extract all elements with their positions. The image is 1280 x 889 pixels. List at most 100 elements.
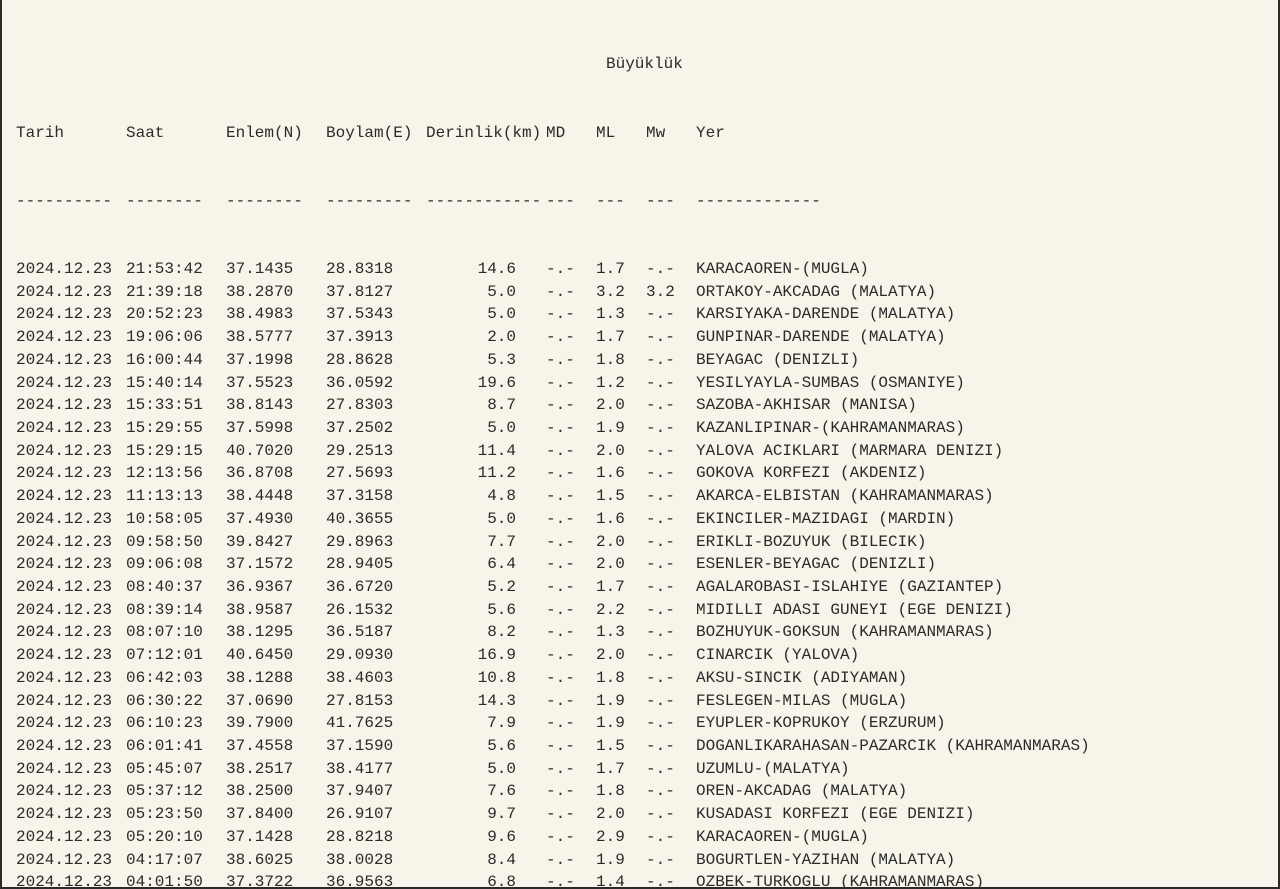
cell-depth: 11.2 <box>426 462 546 485</box>
table-row: 2024.12.2312:13:5636.870827.569311.2-.-1… <box>16 462 1264 485</box>
dash-md: --- <box>546 190 596 213</box>
cell-mw: -.- <box>646 599 696 622</box>
cell-tarih: 2024.12.23 <box>16 690 126 713</box>
table-row: 2024.12.2305:20:1037.142828.82189.6-.-2.… <box>16 826 1264 849</box>
cell-md: -.- <box>546 349 596 372</box>
cell-ml: 1.7 <box>596 576 646 599</box>
cell-depth: 16.9 <box>426 644 546 667</box>
cell-saat: 06:30:22 <box>126 690 226 713</box>
cell-lat: 37.1428 <box>226 826 326 849</box>
dash-boylam: --------- <box>326 190 426 213</box>
cell-yer: GUNPINAR-DARENDE (MALATYA) <box>696 326 1196 349</box>
cell-ml: 1.9 <box>596 417 646 440</box>
cell-yer: FESLEGEN-MILAS (MUGLA) <box>696 690 1196 713</box>
cell-saat: 15:33:51 <box>126 394 226 417</box>
cell-saat: 09:58:50 <box>126 531 226 554</box>
cell-saat: 08:39:14 <box>126 599 226 622</box>
cell-mw: -.- <box>646 508 696 531</box>
cell-md: -.- <box>546 372 596 395</box>
cell-lat: 37.1572 <box>226 553 326 576</box>
cell-depth: 14.3 <box>426 690 546 713</box>
cell-lat: 38.1288 <box>226 667 326 690</box>
cell-mw: -.- <box>646 372 696 395</box>
cell-ml: 1.3 <box>596 303 646 326</box>
cell-saat: 05:37:12 <box>126 780 226 803</box>
cell-lon: 36.9563 <box>326 871 426 889</box>
cell-md: -.- <box>546 326 596 349</box>
cell-saat: 06:01:41 <box>126 735 226 758</box>
cell-lat: 40.6450 <box>226 644 326 667</box>
cell-lon: 37.9407 <box>326 780 426 803</box>
cell-ml: 1.8 <box>596 349 646 372</box>
cell-ml: 1.8 <box>596 667 646 690</box>
cell-mw: -.- <box>646 735 696 758</box>
cell-ml: 3.2 <box>596 281 646 304</box>
dash-yer: ------------- <box>696 190 1196 213</box>
cell-lat: 38.4448 <box>226 485 326 508</box>
cell-depth: 7.6 <box>426 780 546 803</box>
cell-lat: 37.1998 <box>226 349 326 372</box>
cell-mw: -.- <box>646 644 696 667</box>
cell-saat: 21:39:18 <box>126 281 226 304</box>
cell-mw: -.- <box>646 780 696 803</box>
cell-lat: 36.9367 <box>226 576 326 599</box>
cell-lat: 39.7900 <box>226 712 326 735</box>
table-row: 2024.12.2321:39:1838.287037.81275.0-.-3.… <box>16 281 1264 304</box>
cell-lon: 26.1532 <box>326 599 426 622</box>
cell-depth: 5.6 <box>426 735 546 758</box>
cell-tarih: 2024.12.23 <box>16 281 126 304</box>
cell-lat: 37.8400 <box>226 803 326 826</box>
cell-md: -.- <box>546 758 596 781</box>
cell-lon: 37.3913 <box>326 326 426 349</box>
dash-ml: --- <box>596 190 646 213</box>
cell-lat: 38.4983 <box>226 303 326 326</box>
cell-saat: 19:06:06 <box>126 326 226 349</box>
cell-lat: 36.8708 <box>226 462 326 485</box>
cell-lat: 37.3722 <box>226 871 326 889</box>
cell-lon: 29.2513 <box>326 440 426 463</box>
cell-saat: 08:07:10 <box>126 621 226 644</box>
cell-yer: BOZHUYUK-GOKSUN (KAHRAMANMARAS) <box>696 621 1196 644</box>
cell-yer: CINARCIK (YALOVA) <box>696 644 1196 667</box>
cell-mw: -.- <box>646 553 696 576</box>
cell-md: -.- <box>546 644 596 667</box>
cell-lon: 36.0592 <box>326 372 426 395</box>
table-row: 2024.12.2311:13:1338.444837.31584.8-.-1.… <box>16 485 1264 508</box>
cell-depth: 6.4 <box>426 553 546 576</box>
cell-lon: 27.8303 <box>326 394 426 417</box>
cell-tarih: 2024.12.23 <box>16 394 126 417</box>
cell-lon: 38.0028 <box>326 849 426 872</box>
cell-tarih: 2024.12.23 <box>16 258 126 281</box>
cell-mw: -.- <box>646 326 696 349</box>
table-row: 2024.12.2309:58:5039.842729.89637.7-.-2.… <box>16 531 1264 554</box>
earthquake-table: Büyüklük TarihSaatEnlem(N)Boylam(E)Derin… <box>0 0 1280 889</box>
cell-yer: AKSU-SINCIK (ADIYAMAN) <box>696 667 1196 690</box>
table-row: 2024.12.2307:12:0140.645029.093016.9-.-2… <box>16 644 1264 667</box>
cell-md: -.- <box>546 462 596 485</box>
header-mw: Mw <box>646 122 696 145</box>
cell-mw: -.- <box>646 417 696 440</box>
cell-tarih: 2024.12.23 <box>16 644 126 667</box>
cell-lat: 38.1295 <box>226 621 326 644</box>
cell-tarih: 2024.12.23 <box>16 871 126 889</box>
cell-yer: AKARCA-ELBISTAN (KAHRAMANMARAS) <box>696 485 1196 508</box>
cell-ml: 1.7 <box>596 758 646 781</box>
cell-yer: EYUPLER-KOPRUKOY (ERZURUM) <box>696 712 1196 735</box>
cell-tarih: 2024.12.23 <box>16 440 126 463</box>
cell-saat: 05:20:10 <box>126 826 226 849</box>
cell-saat: 15:29:55 <box>126 417 226 440</box>
cell-yer: OZBEK-TURKOGLU (KAHRAMANMARAS) <box>696 871 1196 889</box>
cell-lon: 40.3655 <box>326 508 426 531</box>
column-headers: TarihSaatEnlem(N)Boylam(E)Derinlik(km)MD… <box>16 122 1264 145</box>
cell-saat: 06:10:23 <box>126 712 226 735</box>
cell-md: -.- <box>546 621 596 644</box>
cell-tarih: 2024.12.23 <box>16 576 126 599</box>
cell-depth: 5.0 <box>426 508 546 531</box>
cell-saat: 08:40:37 <box>126 576 226 599</box>
table-row: 2024.12.2304:17:0738.602538.00288.4-.-1.… <box>16 849 1264 872</box>
cell-ml: 2.9 <box>596 826 646 849</box>
cell-yer: SAZOBA-AKHISAR (MANISA) <box>696 394 1196 417</box>
table-row: 2024.12.2315:29:5537.599837.25025.0-.-1.… <box>16 417 1264 440</box>
header-derinlik: Derinlik(km) <box>426 122 546 145</box>
cell-lon: 38.4603 <box>326 667 426 690</box>
